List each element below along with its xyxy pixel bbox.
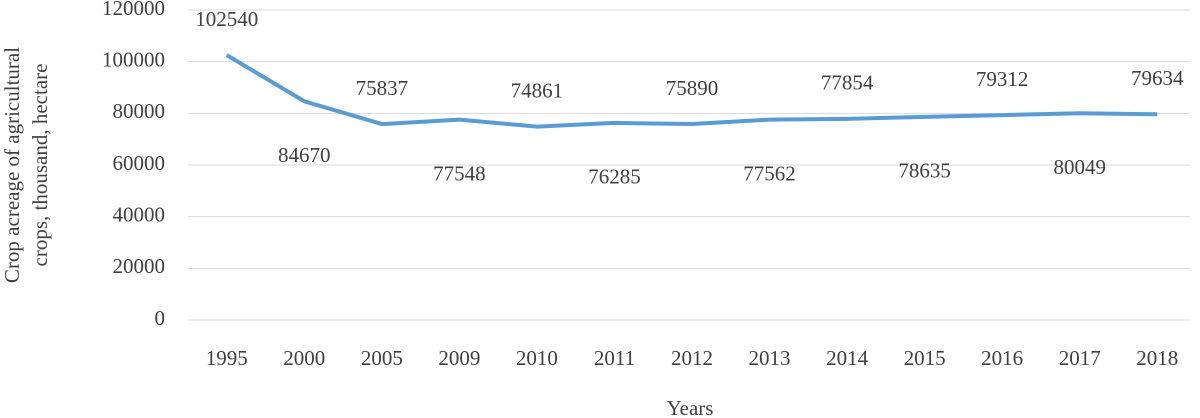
data-label: 76285 <box>588 165 641 189</box>
x-tick-label: 2013 <box>749 346 791 370</box>
x-tick-label: 2000 <box>283 346 325 370</box>
data-label: 75890 <box>666 76 719 100</box>
x-tick-label: 2015 <box>904 346 946 370</box>
data-label: 78635 <box>898 159 951 183</box>
data-label: 75837 <box>356 76 409 100</box>
y-tick-label: 20000 <box>113 254 166 278</box>
x-tick-label: 2012 <box>671 346 713 370</box>
data-label: 79634 <box>1131 66 1184 90</box>
data-label: 74861 <box>511 78 564 102</box>
y-tick-label: 60000 <box>113 151 166 175</box>
x-tick-label: 1995 <box>206 346 248 370</box>
x-tick-label: 2005 <box>361 346 403 370</box>
y-axis-title: Crop acreage of agricultural <box>0 47 24 283</box>
y-tick-label: 40000 <box>113 202 166 226</box>
y-tick-label: 0 <box>155 306 166 330</box>
y-tick-label: 80000 <box>113 99 166 123</box>
data-label: 80049 <box>1053 155 1106 179</box>
x-tick-label: 2011 <box>594 346 635 370</box>
x-tick-label: 2016 <box>981 346 1023 370</box>
x-axis-title: Years <box>667 396 714 418</box>
line <box>225 53 1158 129</box>
data-label: 84670 <box>278 143 331 167</box>
y-axis-title: crops, thousand, hectare <box>28 64 52 267</box>
x-tick-label: 2014 <box>826 346 869 370</box>
x-tick-label: 2017 <box>1059 346 1101 370</box>
data-label: 77562 <box>743 161 796 185</box>
y-tick-label: 120000 <box>102 0 165 20</box>
data-label: 77854 <box>821 71 874 95</box>
x-tick-label: 2009 <box>438 346 480 370</box>
data-label: 77548 <box>433 161 486 185</box>
x-tick-label: 2018 <box>1136 346 1178 370</box>
data-label: 102540 <box>195 7 258 31</box>
data-label: 79312 <box>976 67 1029 91</box>
y-tick-label: 100000 <box>102 47 165 71</box>
x-tick-label: 2010 <box>516 346 558 370</box>
